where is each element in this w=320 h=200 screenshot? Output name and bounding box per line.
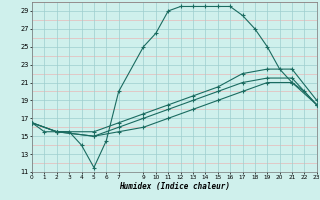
X-axis label: Humidex (Indice chaleur): Humidex (Indice chaleur) (119, 182, 230, 191)
